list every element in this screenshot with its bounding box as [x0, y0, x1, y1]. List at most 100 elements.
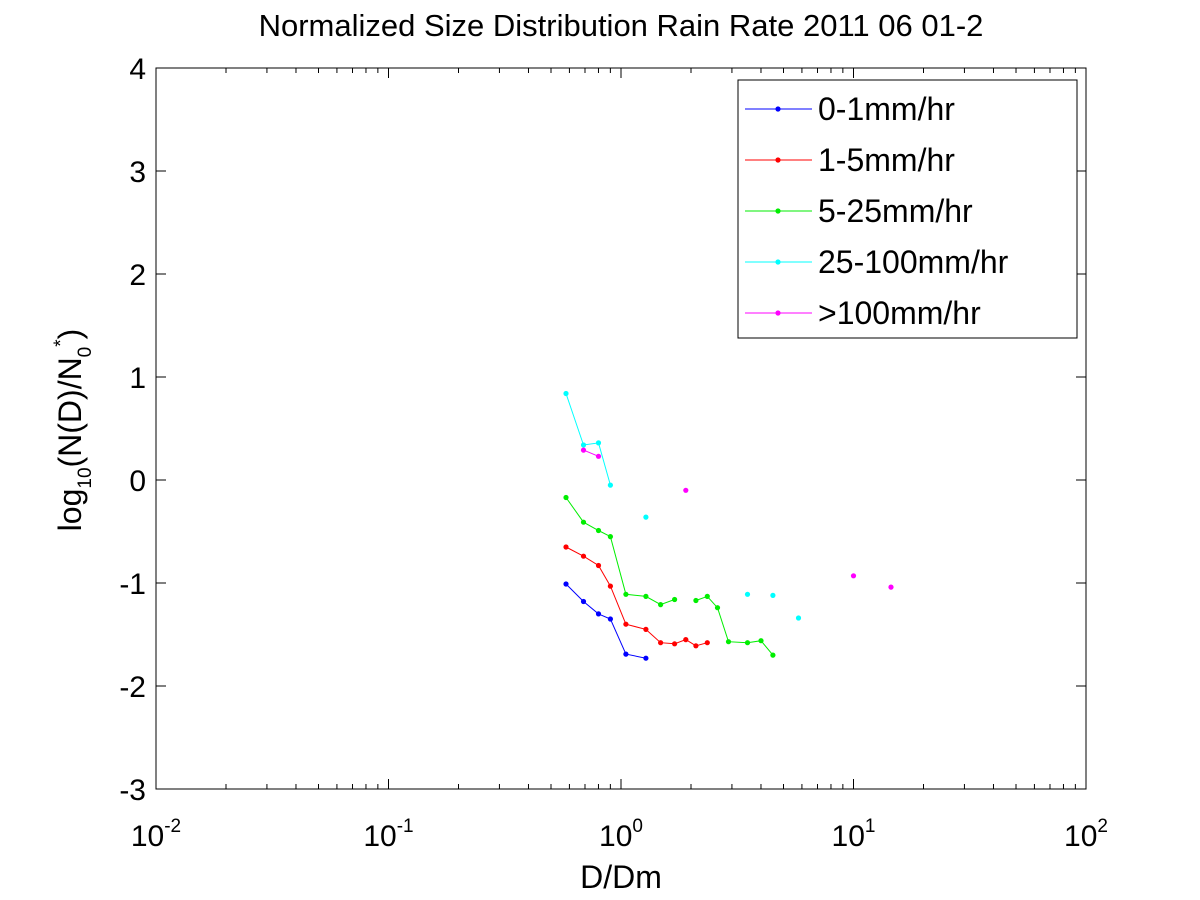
plot-frame: [155, 67, 1087, 790]
data-point: [563, 494, 569, 501]
data-point: [643, 514, 649, 520]
series-3: [563, 494, 776, 658]
data-point: [607, 583, 614, 589]
x-tick-label-exponent: 2: [1097, 816, 1108, 837]
legend-swatch-marker: [775, 208, 781, 214]
data-point: [693, 597, 699, 604]
data-point: [607, 616, 614, 622]
x-tick-label-base: 10: [363, 820, 396, 853]
legend-item: 5-25mm/hr: [745, 193, 973, 229]
x-tick-label-exponent: 0: [632, 816, 643, 837]
data-point: [744, 640, 751, 646]
data-point: [725, 639, 732, 645]
x-tick-label-base: 10: [599, 820, 632, 853]
y-tick-label: -1: [119, 568, 146, 601]
data-point: [580, 447, 587, 453]
data-point: [770, 592, 776, 599]
legend-item: 1-5mm/hr: [745, 142, 955, 178]
data-point: [595, 527, 602, 534]
y-tick-label: 2: [129, 259, 146, 292]
legend-item: 25-100mm/hr: [745, 244, 1009, 280]
data-point: [643, 626, 649, 633]
legend-label: 0-1mm/hr: [818, 91, 955, 127]
series-2: [563, 544, 710, 649]
data-point: [850, 573, 857, 579]
data-point: [580, 442, 587, 448]
legend-items: 0-1mm/hr 1-5mm/hr 5-25mm/hr 25-100mm/hr >100…: [745, 91, 1009, 331]
legend-item: 0-1mm/hr: [745, 91, 955, 127]
data-point: [595, 611, 602, 617]
legend-swatch-marker: [775, 106, 781, 112]
y-tick-label: 0: [129, 465, 146, 498]
data-point: [580, 553, 587, 559]
data-point: [795, 615, 802, 621]
data-point: [580, 519, 587, 525]
data-point: [672, 641, 678, 647]
data-point: [643, 593, 649, 600]
legend-label: 1-5mm/hr: [818, 142, 955, 178]
series-line: [583, 449, 599, 457]
y-tick-label: 4: [129, 53, 146, 86]
legend-swatch-marker: [775, 310, 781, 316]
x-tick-label: 10-2: [131, 816, 181, 853]
y-label-close-paren: ): [52, 329, 88, 340]
data-point: [672, 596, 678, 603]
x-tick-label-base: 10: [1064, 820, 1097, 853]
x-tick-label-base: 10: [832, 820, 865, 853]
series-line: [565, 393, 611, 486]
data-point: [607, 534, 614, 540]
series-line: [565, 583, 647, 659]
data-point: [623, 591, 629, 597]
x-tick-labels: 10-2 10-1 100 101 102: [131, 816, 1108, 853]
data-point: [563, 390, 569, 397]
data-point: [563, 544, 569, 550]
legend-label: >100mm/hr: [818, 295, 981, 331]
y-tick-label: -3: [119, 774, 146, 807]
legend-swatch-marker: [775, 157, 781, 163]
x-tick-label: 10-1: [363, 816, 413, 853]
y-tick-label: -2: [119, 671, 146, 704]
x-minor-ticks: [225, 68, 1076, 789]
legend-label: 25-100mm/hr: [818, 244, 1009, 280]
data-point: [658, 640, 664, 646]
legend-box: [737, 79, 1078, 339]
y-tick-label: 3: [129, 156, 146, 189]
legend: 0-1mm/hr 1-5mm/hr 5-25mm/hr 25-100mm/hr >100…: [737, 79, 1078, 339]
data-point: [595, 562, 602, 569]
y-label-main: (N(D)/N: [52, 357, 88, 467]
x-tick-label-base: 10: [131, 820, 164, 853]
legend-label: 5-25mm/hr: [818, 193, 973, 229]
x-tick-label-exponent: 1: [865, 816, 876, 837]
data-point: [770, 652, 776, 658]
y-axis-label: log10(N(D)/N0*): [51, 329, 96, 532]
series-5: [580, 447, 894, 590]
y-label-base-subscript: 10: [75, 467, 96, 488]
data-point: [704, 640, 710, 646]
data-point: [580, 598, 587, 605]
x-axis-label: D/Dm: [580, 859, 662, 895]
data-point: [704, 593, 710, 600]
data-point: [607, 482, 614, 488]
data-point: [595, 440, 602, 446]
data-point: [683, 637, 689, 643]
legend-item: >100mm/hr: [745, 295, 981, 331]
legend-swatch-marker: [775, 259, 781, 265]
data-point: [744, 591, 751, 597]
x-tick-label: 102: [1064, 816, 1108, 853]
data-series: [563, 390, 894, 661]
data-point: [563, 581, 569, 587]
data-point: [658, 602, 664, 608]
data-point: [714, 605, 721, 611]
x-tick-label: 101: [832, 816, 876, 853]
data-point: [693, 643, 699, 649]
y-tick-labels: -3 -2 -1 0 1 2 3 4: [119, 53, 146, 807]
chart-title: Normalized Size Distribution Rain Rate 2…: [259, 8, 984, 43]
series-4: [563, 390, 802, 621]
x-tick-label: 100: [599, 816, 643, 853]
y-tick-label: 1: [129, 362, 146, 395]
y-label-log: log: [52, 489, 88, 532]
x-tick-label-exponent: -2: [164, 816, 181, 837]
series-1: [563, 581, 649, 661]
y-label-n0-subscript: 0: [75, 347, 96, 358]
